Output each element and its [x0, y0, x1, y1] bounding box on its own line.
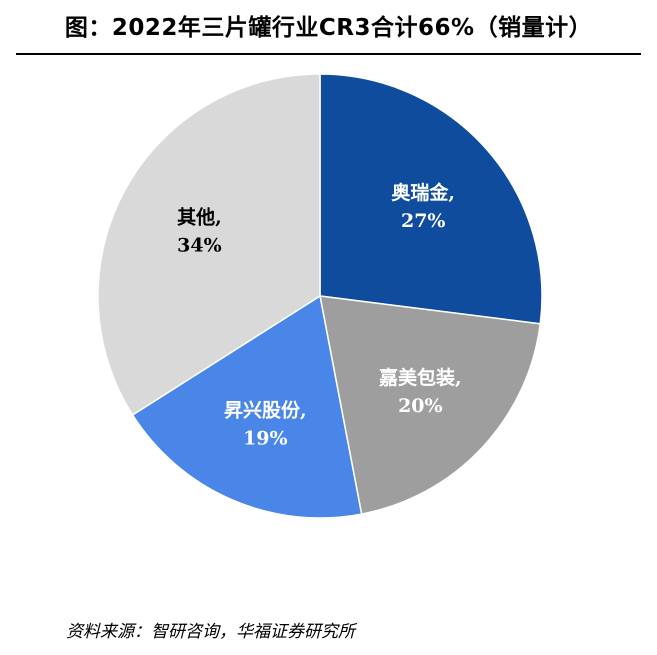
- slice-value-label-2: 19%: [243, 427, 288, 449]
- source-note: 资料来源：智研咨询，华福证券研究所: [66, 622, 355, 642]
- slice-name-label-3: 其他,: [177, 206, 222, 229]
- slice-name-label-1: 嘉美包装,: [378, 366, 462, 389]
- slice-value-label-3: 34%: [177, 235, 222, 257]
- pie-slice-1: [319, 295, 542, 515]
- pie-slice-2: [131, 294, 363, 519]
- slice-value-label-0: 27%: [401, 210, 446, 232]
- pie-chart: 奥瑞金, 27% 嘉美包装, 20% 昇兴股份, 19% 其他, 34%: [97, 73, 543, 519]
- pie-slice-3: [97, 73, 321, 416]
- slice-name-label-2: 昇兴股份,: [224, 398, 307, 421]
- pie-slice-0: [319, 73, 543, 325]
- slice-value-label-1: 20%: [398, 395, 443, 417]
- chart-title: 图：2022年三片罐行业CR3合计66%（销量计）: [64, 15, 593, 41]
- title-divider: [16, 53, 641, 55]
- slice-name-label-0: 奥瑞金,: [391, 181, 455, 204]
